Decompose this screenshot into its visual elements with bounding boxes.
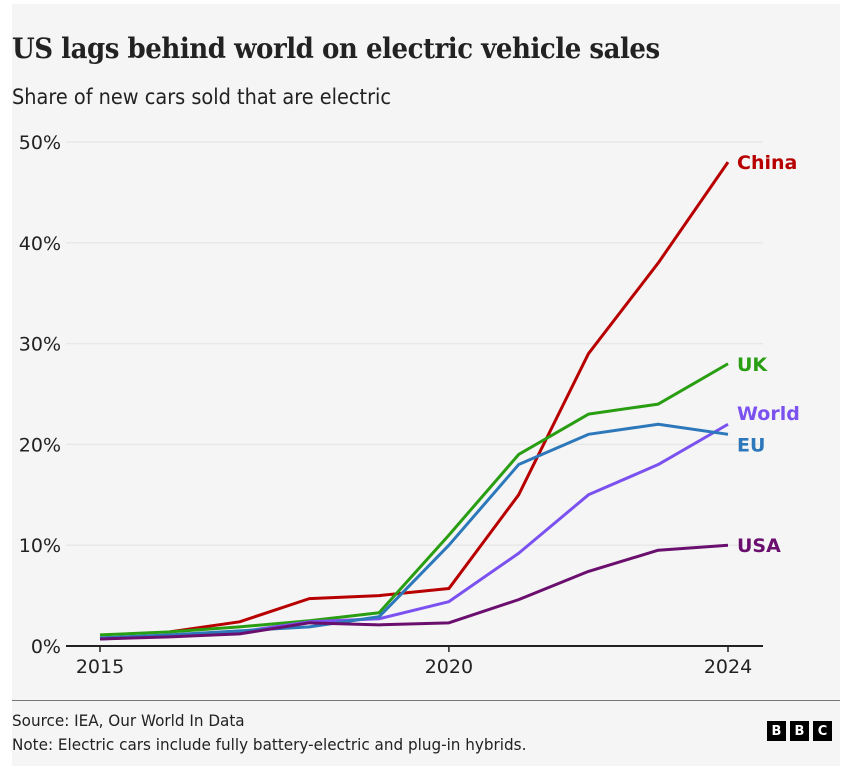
series-label-china: China — [737, 152, 797, 174]
series-line-uk — [99, 362, 729, 637]
bbc-logo-letter: C — [813, 721, 832, 741]
series-label-usa: USA — [737, 535, 781, 557]
series-lines — [99, 161, 730, 641]
series-label-eu: EU — [737, 434, 765, 456]
x-tick-label: 2024 — [704, 656, 752, 678]
bbc-logo-letter: B — [790, 721, 809, 741]
y-tick-label: 20% — [19, 434, 61, 456]
bbc-logo: B B C — [767, 721, 832, 741]
series-line-eu — [99, 422, 729, 640]
line-chart: 0% 10% 20% 30% 40% 50% 2015 2020 2024 China UK Wo… — [19, 132, 800, 678]
chart-title: US lags behind world on electric vehicle… — [12, 32, 660, 65]
y-tick-label: 10% — [19, 535, 61, 557]
bbc-logo-letter: B — [767, 721, 786, 741]
x-tick-label: 2020 — [425, 656, 473, 678]
series-labels: China UK World EU USA — [737, 152, 800, 557]
series-line-usa — [99, 543, 729, 641]
source-text: Source: IEA, Our World In Data — [12, 711, 245, 730]
y-tick-label: 40% — [19, 233, 61, 255]
series-line-world — [99, 422, 729, 641]
series-label-world: World — [737, 403, 800, 425]
footer-divider — [12, 700, 840, 701]
y-tick-label: 0% — [31, 636, 61, 658]
y-tick-label: 50% — [19, 132, 61, 154]
y-tick-label: 30% — [19, 334, 61, 356]
note-text: Note: Electric cars include fully batter… — [12, 735, 527, 754]
gridlines — [66, 141, 763, 546]
chart-subtitle: Share of new cars sold that are electric — [12, 85, 392, 109]
y-axis-labels: 0% 10% 20% 30% 40% 50% — [19, 132, 61, 658]
x-axis: 2015 2020 2024 — [66, 645, 763, 678]
x-tick-label: 2015 — [76, 656, 124, 678]
series-label-uk: UK — [737, 354, 768, 376]
series-line-china — [169, 161, 730, 634]
